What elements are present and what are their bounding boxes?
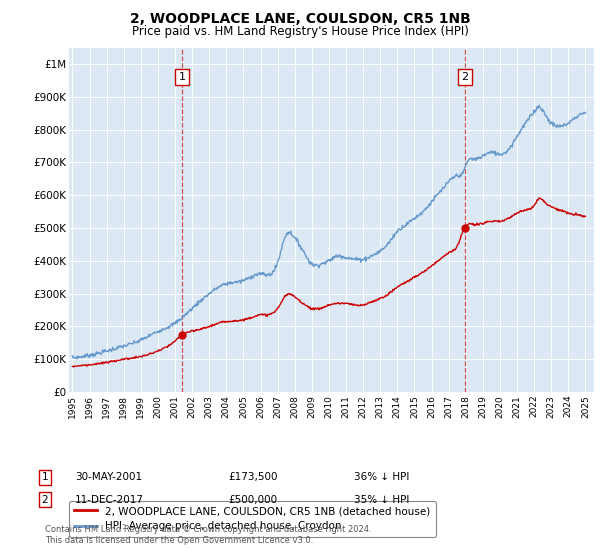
Text: 35% ↓ HPI: 35% ↓ HPI (354, 494, 409, 505)
Legend: 2, WOODPLACE LANE, COULSDON, CR5 1NB (detached house), HPI: Average price, detac: 2, WOODPLACE LANE, COULSDON, CR5 1NB (de… (69, 501, 436, 536)
Text: £500,000: £500,000 (228, 494, 277, 505)
Text: 2: 2 (41, 494, 49, 505)
Text: 1: 1 (41, 472, 49, 482)
Text: 11-DEC-2017: 11-DEC-2017 (75, 494, 144, 505)
Text: Price paid vs. HM Land Registry's House Price Index (HPI): Price paid vs. HM Land Registry's House … (131, 25, 469, 38)
Text: 36% ↓ HPI: 36% ↓ HPI (354, 472, 409, 482)
Text: 1: 1 (179, 72, 185, 82)
Text: 2: 2 (461, 72, 468, 82)
Text: 2, WOODPLACE LANE, COULSDON, CR5 1NB: 2, WOODPLACE LANE, COULSDON, CR5 1NB (130, 12, 470, 26)
Text: 30-MAY-2001: 30-MAY-2001 (75, 472, 142, 482)
Text: £173,500: £173,500 (228, 472, 277, 482)
Text: Contains HM Land Registry data © Crown copyright and database right 2024.
This d: Contains HM Land Registry data © Crown c… (45, 525, 371, 545)
